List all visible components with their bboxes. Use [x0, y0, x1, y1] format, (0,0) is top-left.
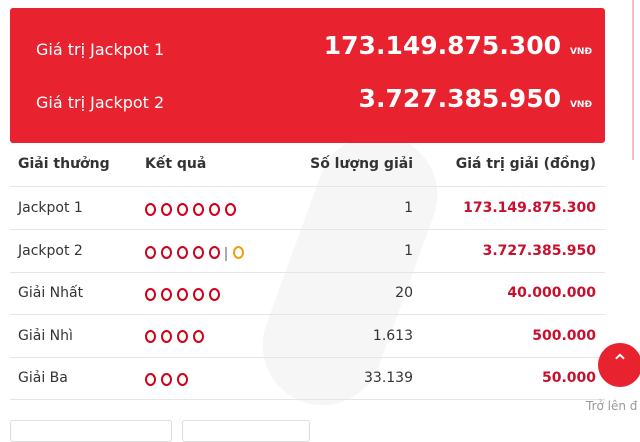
button[interactable] [10, 420, 172, 442]
prize-value: 50.000 [541, 370, 596, 386]
result-balls [145, 328, 209, 347]
prize-name: Jackpot 2 [18, 242, 83, 259]
row-separator [10, 186, 605, 187]
prize-count: 33.139 [364, 370, 413, 386]
row-separator [10, 271, 605, 273]
prize-count: 1 [404, 242, 413, 259]
row-separator [10, 229, 605, 230]
column-header: Kết quả [145, 156, 207, 172]
scroll-top-button[interactable]: ⌃ [598, 343, 640, 387]
prize-name: Jackpot 1 [18, 200, 83, 216]
jackpot-label: Giá trị Jackpot 2 [36, 93, 165, 112]
jackpot-unit: VNĐ [569, 100, 592, 110]
side-border [632, 0, 634, 160]
prize-value: 173.149.875.300 [463, 200, 596, 216]
button[interactable] [182, 420, 310, 442]
result-balls [145, 244, 249, 263]
prize-name: Giải Nhì [18, 327, 73, 344]
prize-count: 1.613 [372, 327, 413, 344]
jackpot-label: Giá trị Jackpot 1 [36, 40, 165, 59]
row-separator [10, 314, 605, 315]
scroll-top-label[interactable]: Trở lên đ [586, 399, 638, 413]
result-balls [145, 371, 193, 390]
jackpot-panel: Giá trị Jackpot 1 173.149.875.300 VNĐ Gi… [10, 8, 605, 143]
prize-count: 20 [395, 285, 413, 301]
column-header: Giải thưởng [18, 156, 110, 172]
result-balls [145, 286, 225, 305]
prize-name: Giải Nhất [18, 285, 84, 301]
prize-value: 40.000.000 [507, 285, 596, 301]
column-header: Giá trị giải (đồng) [455, 156, 596, 172]
jackpot-amount: 173.149.875.300 [323, 31, 561, 60]
prize-count: 1 [404, 200, 413, 216]
prize-value: 3.727.385.950 [482, 242, 596, 259]
row-separator [10, 399, 605, 400]
row-separator [10, 356, 605, 358]
jackpot-amount: 3.727.385.950 [358, 84, 561, 113]
page: Giá trị Jackpot 1 173.149.875.300 VNĐ Gi… [10, 0, 640, 442]
result-balls [145, 201, 241, 220]
jackpot-unit: VNĐ [569, 47, 592, 57]
prize-name: Giải Ba [18, 370, 68, 386]
prize-value: 500.000 [532, 327, 596, 344]
column-header: Số lượng giải [310, 156, 413, 172]
